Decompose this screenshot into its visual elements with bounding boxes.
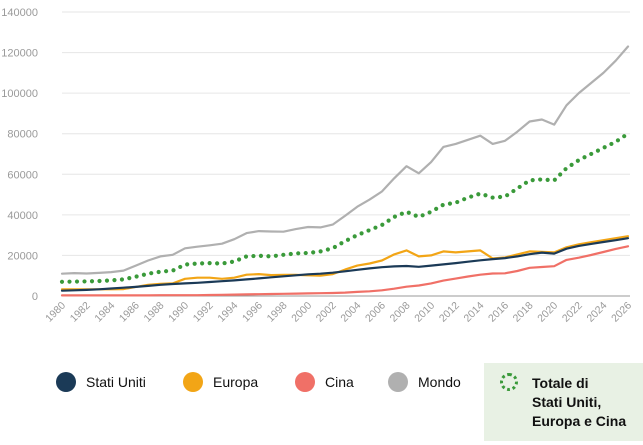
chart-area: 0 20000 40000 60000 80000 100000 120000 140000 1… xyxy=(1,7,634,325)
y-tick-label: 0 xyxy=(32,291,38,303)
x-tick-label: 2000 xyxy=(289,300,314,325)
y-tick-label: 140000 xyxy=(1,7,38,19)
series-line-europa xyxy=(60,235,630,291)
legend-swatch-total xyxy=(500,373,518,391)
x-tick-label: 2006 xyxy=(363,300,388,325)
legend-label-europa: Europa xyxy=(213,374,259,390)
x-tick-label: 1988 xyxy=(142,300,167,325)
y-tick-label: 20000 xyxy=(7,250,38,262)
legend-label-stati-uniti: Stati Uniti xyxy=(86,374,146,390)
legend-label-total: Totale di Stati Uniti, Europa e Cina xyxy=(532,375,627,429)
legend-swatch-stati-uniti xyxy=(56,372,76,392)
x-tick-label: 1982 xyxy=(68,300,93,325)
x-tick-label: 2016 xyxy=(486,300,511,325)
x-tick-label: 1994 xyxy=(215,300,240,325)
series-line-mondo xyxy=(60,45,630,275)
legend-item-europa: Europa xyxy=(183,372,258,392)
series-line-stati-uniti xyxy=(60,237,630,292)
x-tick-label: 2022 xyxy=(560,300,585,325)
y-tick-label: 60000 xyxy=(7,169,38,181)
y-tick-label: 100000 xyxy=(1,88,38,100)
x-tick-label: 2012 xyxy=(437,300,462,325)
legend-label-mondo: Mondo xyxy=(418,374,461,390)
x-tick-label: 1992 xyxy=(191,300,216,325)
x-tick-label: 1996 xyxy=(240,300,265,325)
series-line-cina xyxy=(60,245,630,297)
x-tick-label: 2026 xyxy=(609,300,634,325)
legend-item-mondo: Mondo xyxy=(388,372,461,392)
y-tick-label: 120000 xyxy=(1,48,38,60)
legend-label-cina: Cina xyxy=(325,374,354,390)
x-tick-label: 2002 xyxy=(314,300,339,325)
x-tick-label: 1984 xyxy=(92,300,117,325)
legend-swatch-europa xyxy=(183,372,203,392)
legend-item-total: Totale di Stati Uniti, Europa e Cina xyxy=(484,363,643,441)
legend-item-cina: Cina xyxy=(295,372,354,392)
x-tick-label: 1980 xyxy=(43,300,68,325)
x-tick-label: 1986 xyxy=(117,300,142,325)
y-tick-label: 40000 xyxy=(7,210,38,222)
x-tick-label: 2020 xyxy=(535,300,560,325)
x-tick-label: 2014 xyxy=(461,300,486,325)
x-tick-label: 2008 xyxy=(388,300,413,325)
legend-swatch-cina xyxy=(295,372,315,392)
legend-item-stati-uniti: Stati Uniti xyxy=(56,372,146,392)
legend-swatch-mondo xyxy=(388,372,408,392)
x-tick-label: 2024 xyxy=(585,300,610,325)
x-tick-label: 1998 xyxy=(265,300,290,325)
x-tick-label: 2018 xyxy=(511,300,536,325)
series-line-totale-di-stati-uniti-europa-e-cina xyxy=(59,131,631,284)
x-tick-label: 2010 xyxy=(412,300,437,325)
y-tick-label: 80000 xyxy=(7,129,38,141)
line-chart: 0 20000 40000 60000 80000 100000 120000 140000 1… xyxy=(1,7,634,325)
x-tick-label: 1990 xyxy=(166,300,191,325)
x-tick-label: 2004 xyxy=(338,300,363,325)
